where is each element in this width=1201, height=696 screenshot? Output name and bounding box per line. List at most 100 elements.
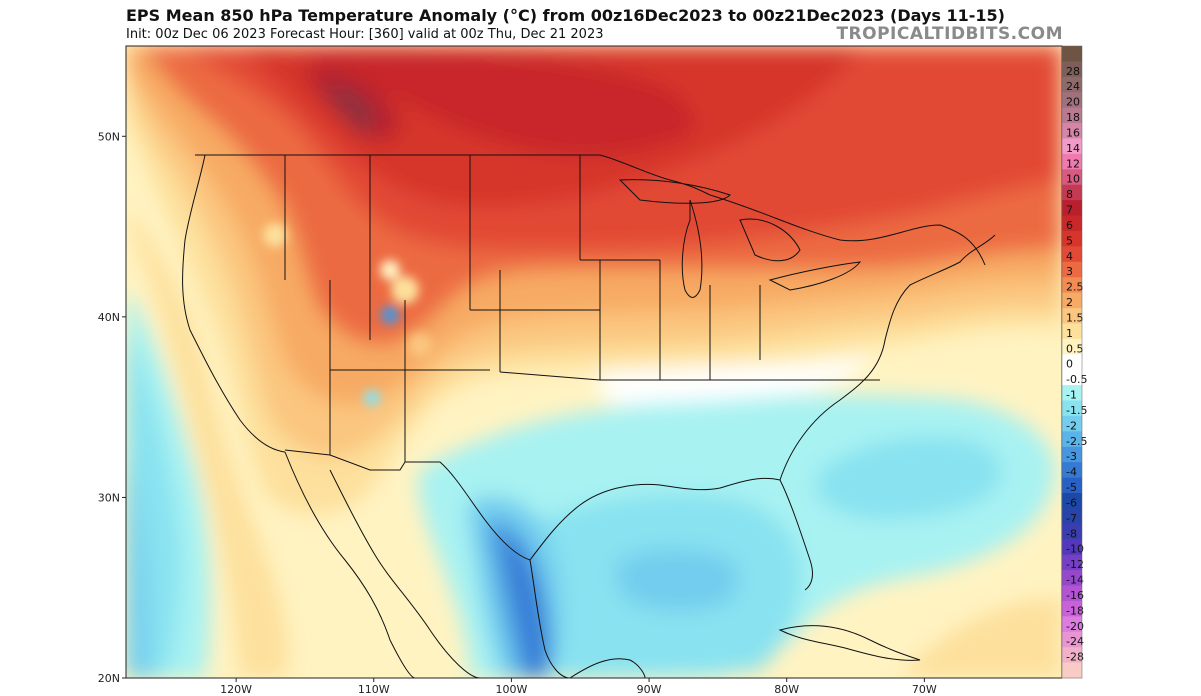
legend-swatch [1062, 215, 1082, 232]
legend-label: 10 [1066, 173, 1080, 186]
legend-label: 28 [1066, 65, 1080, 78]
legend-label: 18 [1066, 111, 1080, 124]
legend-label: 1.5 [1066, 311, 1084, 324]
legend-label: 8 [1066, 188, 1073, 201]
legend-swatch [1062, 415, 1082, 432]
legend-label: 5 [1066, 234, 1073, 247]
legend-label: -12 [1066, 558, 1084, 571]
legend-label: -14 [1066, 574, 1084, 587]
lat-tick-label: 40N [98, 311, 120, 324]
legend-label: -7 [1066, 512, 1077, 525]
lake-erie [768, 261, 862, 291]
legend-label: -10 [1066, 543, 1084, 556]
legend-label: -2.5 [1066, 435, 1087, 448]
legend-swatch [1062, 354, 1082, 371]
lon-tick-label: 110W [358, 683, 390, 696]
rockies-mild-spot-2 [380, 260, 400, 280]
lon-tick-label: 80W [774, 683, 799, 696]
legend-swatch [1062, 261, 1082, 278]
legend-swatch [1062, 76, 1082, 93]
legend-label: -5 [1066, 481, 1077, 494]
legend-swatch [1062, 338, 1082, 355]
legend-swatch [1062, 107, 1082, 124]
legend-swatch [1062, 462, 1082, 479]
coastal-mild-strip [126, 210, 289, 678]
legend-label: 0 [1066, 358, 1073, 371]
lon-tick-label: 100W [495, 683, 527, 696]
legend-label: 6 [1066, 219, 1073, 232]
legend-swatch [1062, 200, 1082, 217]
legend-swatch [1062, 508, 1082, 525]
map-title: EPS Mean 850 hPa Temperature Anomaly (°C… [126, 6, 1005, 25]
gulf-coastline [529, 477, 813, 591]
legend-swatch [1062, 385, 1082, 402]
legend-swatch [1062, 554, 1082, 571]
anomaly-field [126, 46, 1062, 678]
lon-tick-label: 120W [220, 683, 252, 696]
legend-label: -2 [1066, 419, 1077, 432]
latitude-ticks: 50N 40N 30N 20N [98, 130, 126, 685]
legend-label: -24 [1066, 635, 1084, 648]
legend-swatch [1062, 523, 1082, 540]
us-west-coastline [182, 154, 286, 453]
legend-swatch [1062, 123, 1082, 139]
rockies-cool-spot [381, 306, 399, 324]
cuba-outline [778, 625, 921, 661]
color-legend: 28 24 20 18 16 14 12 10 8 7 6 5 4 3 2.5 2 1.5 1 0.5 0 -0.5 -1… [1061, 45, 1087, 679]
legend-label: 12 [1066, 157, 1080, 170]
state-lines [284, 155, 880, 462]
legend-label: 7 [1066, 204, 1073, 217]
legend-swatch [1062, 400, 1082, 417]
mexico-cool-max [507, 540, 547, 678]
legend-swatch [1062, 308, 1082, 324]
legend-swatch [1062, 616, 1082, 633]
legend-swatch [1062, 570, 1082, 587]
legend-label: 24 [1066, 80, 1080, 93]
legend-swatch [1062, 92, 1082, 109]
legend-label: -0.5 [1066, 373, 1087, 386]
legend-label: -20 [1066, 620, 1084, 633]
legend-swatch [1062, 647, 1082, 664]
legend-swatch [1062, 246, 1082, 263]
atlantic-cool-anomaly [815, 436, 1002, 520]
legend-label: -8 [1066, 527, 1077, 540]
legend-swatch [1062, 230, 1082, 247]
longitude-ticks: 120W 110W 100W 90W 80W 70W [220, 678, 937, 696]
neutral-anomaly-zone [598, 358, 870, 405]
legend-frame [1061, 45, 1083, 679]
legend-swatch [1062, 292, 1082, 309]
legend-label: 3 [1066, 265, 1073, 278]
legend-swatch [1062, 184, 1082, 201]
legend-swatch [1062, 277, 1082, 294]
legend-label: -28 [1066, 651, 1084, 664]
warm-anomaly-max [320, 84, 375, 132]
legend-swatch [1062, 369, 1082, 386]
legend-label: -16 [1066, 589, 1084, 602]
baja-coastline [284, 451, 416, 678]
us-canada-border [195, 154, 711, 196]
lon-tick-label: 70W [912, 683, 937, 696]
legend-swatch [1062, 585, 1082, 602]
legend-swatch [1062, 446, 1082, 463]
atlantic-coastline [779, 234, 996, 481]
warm-anomaly-6c [300, 50, 694, 156]
lake-huron [739, 218, 801, 262]
lat-tick-label: 20N [98, 672, 120, 685]
us-mexico-border [284, 449, 531, 561]
boundaries [182, 154, 996, 678]
legend-swatch [1062, 46, 1082, 62]
legend-label: -1 [1066, 389, 1077, 402]
legend-label: 1 [1066, 327, 1073, 340]
rockies-mild-spot-3 [408, 333, 432, 357]
gulf-cool-core [615, 548, 739, 612]
legend-label: 4 [1066, 250, 1073, 263]
legend-swatch [1062, 323, 1082, 340]
oregon-mild-spot [263, 223, 287, 247]
legend-label: -6 [1066, 496, 1077, 509]
legend-label: 2 [1066, 296, 1073, 309]
mexico-west-coastline [329, 469, 481, 678]
lat-tick-label: 30N [98, 491, 120, 504]
lat-tick-label: 50N [98, 130, 120, 143]
legend-swatch [1062, 662, 1082, 679]
atlantic-warm-anomaly [900, 598, 1062, 678]
